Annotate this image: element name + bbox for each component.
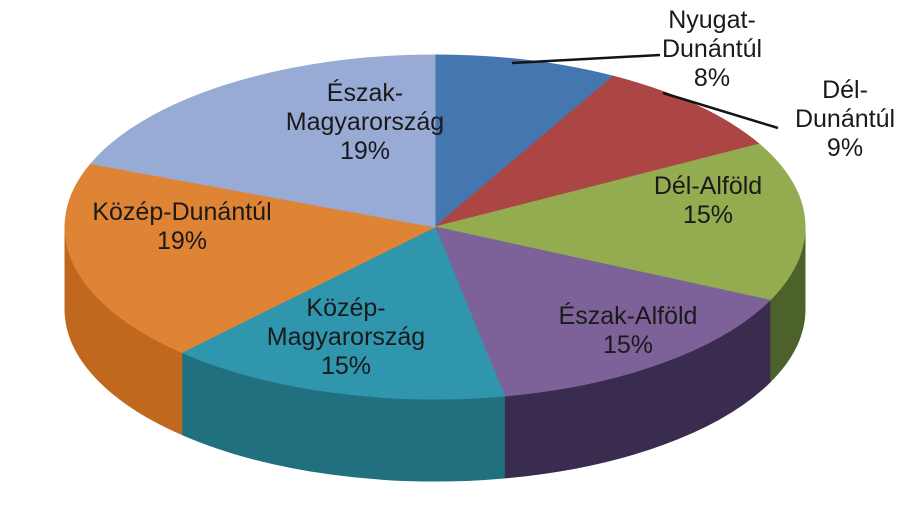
- pie-tops: [64, 54, 806, 400]
- leader-line-nyugat-dunantul: [511, 53, 661, 65]
- pie-slice-4: [181, 226, 505, 400]
- pie-walls: [64, 226, 806, 482]
- pie-slice-2: [434, 143, 806, 301]
- pie-slice-6: [90, 54, 436, 228]
- pie-slice-3: [434, 226, 771, 397]
- leader-line-del-dunantul: [662, 91, 779, 130]
- pie-slice-0: [434, 54, 614, 228]
- pie-slice-1: [434, 75, 760, 228]
- pie-slice-5: [64, 163, 436, 353]
